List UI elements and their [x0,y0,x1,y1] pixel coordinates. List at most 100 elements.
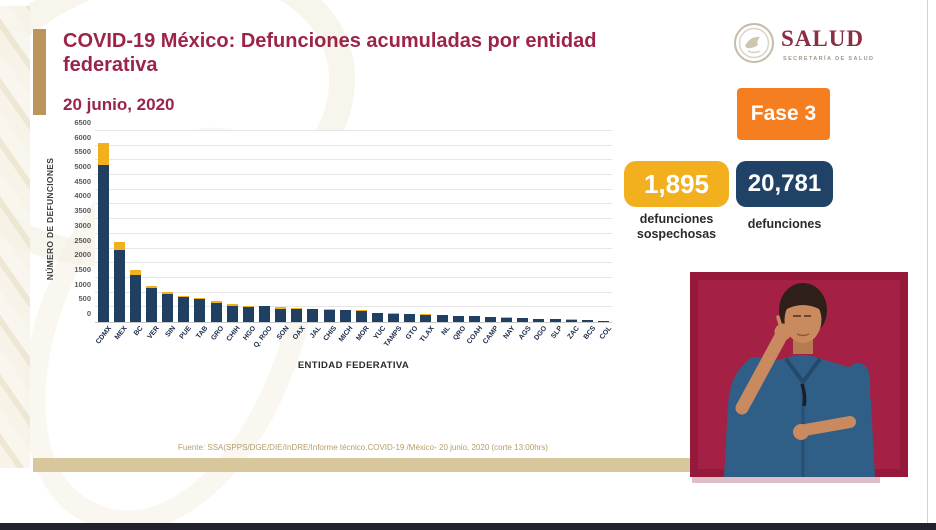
suspected-segment [242,305,254,307]
suspected-segment [113,242,125,250]
x-tick-label: CHIS [322,325,339,343]
bar-pue: PUE [176,131,193,341]
y-tick-label: 6000 [74,132,91,142]
y-tick-label: 3000 [74,220,91,230]
bar-coah: COAH [466,131,484,346]
confirmed-segment [420,314,432,322]
bar-yuc: YUC [370,131,387,341]
y-tick-label: 2000 [74,250,91,260]
confirmed-segment [565,319,577,322]
suspected-segment [210,301,222,303]
interpreter-face [784,297,822,343]
x-tick-label: JAL [308,325,323,340]
logo-wordmark: SALUD [781,26,864,51]
x-tick-label: NL [440,325,452,337]
bar-tab: TAB [192,131,210,340]
title-accent-bar [33,29,46,115]
gridline [95,218,612,220]
gridline [95,130,612,131]
report-date: 20 junio, 2020 [63,95,175,114]
x-tick-label: TAB [195,325,210,341]
suspected-segment [372,312,384,314]
x-tick-label: GRO [210,325,226,342]
y-tick-label: 1000 [74,279,91,289]
y-tick-label: 0 [86,309,91,318]
suspected-segment [275,306,287,310]
footer-gold-bar [33,458,693,472]
bar-tlax: TLAX [418,131,435,344]
bars-container: CDMX MEX BC VER SIN PUE TAB GRO CHIH HGO Q. ROO SON… [94,131,613,349]
confirmed-segment [549,319,561,322]
bar-chih: CHIH [224,131,242,343]
watermark-left-strip [0,6,30,468]
bar-gro: GRO [208,131,226,342]
confirmed-segment [598,320,609,322]
x-tick-label: GTO [404,325,420,342]
y-axis-title: NÚMERO DE DEFUNCIONES [45,157,55,281]
bar-gto: GTO [402,131,419,341]
logo-subtitle: SECRETARÍA DE SALUD [783,56,875,62]
page-title: COVID-19 México: Defunciones acumuladas … [63,30,597,76]
y-tick-label: 5000 [74,162,91,172]
x-tick-label: COAH [465,325,484,346]
bar-mor: MOR [353,131,371,342]
x-tick-label: OAX [291,325,307,342]
y-tick-label: 1500 [74,264,91,274]
confirmed-segment [113,249,125,322]
bar-hgo: HGO [240,131,258,342]
suspected-segment [162,292,174,294]
suspected-segment [178,296,190,298]
bar-jal: JAL [305,131,322,340]
confirmed-segment [291,308,303,322]
gridline [95,188,612,190]
confirmed-segment [468,316,480,322]
bar-bc: BC [127,131,145,337]
x-tick-label: PUE [178,325,194,341]
bottom-edge-bar [0,523,936,530]
x-tick-label: SIN [164,325,178,339]
y-tick-label: 500 [78,294,91,304]
confirmed-segment [339,310,351,322]
suspected-segment [291,307,303,309]
bar-chis: CHIS [321,131,339,342]
source-note: Fuente: SSA(SPPS/DGE/DIE/InDRE/Informe t… [178,443,548,452]
phase-badge: Fase 3 [737,88,830,140]
confirmed-segment [162,293,174,322]
confirmed-segment [388,314,400,322]
right-edge-divider [927,0,928,530]
suspected-segment [226,304,238,307]
suspected-segment [355,310,367,311]
confirmed-segment [355,310,367,322]
x-tick-label: MICH [338,325,355,344]
confirmed-segment [533,318,545,322]
suspected-segment [146,286,158,289]
bar-tamps: TAMPS [383,131,403,348]
confirmed-segment [372,313,384,322]
suspected-segment [404,313,416,315]
gridline [95,247,612,249]
bar-ver: VER [144,131,161,341]
suspected-segment [194,298,206,299]
confirmed-segment [501,317,513,322]
gridline [95,159,612,161]
confirmed-segment [178,297,190,322]
x-tick-label: MOR [355,325,371,343]
gridline [95,174,612,176]
confirmed-segment [485,316,497,322]
suspected-segment [339,309,351,311]
mexico-seal-icon [733,22,775,69]
video-shadow [692,477,880,483]
bar-camp: CAMP [482,131,500,346]
plot-area: 0 500 1000 1500 2000 2500 3000 3500 4000 4500 5000… [74,118,613,349]
x-tick-label: BCS [582,325,597,341]
bar-nl: NL [434,131,452,337]
x-tick-label: VER [146,325,162,341]
x-tick-label: COL [598,325,614,341]
x-tick-label: CDMX [94,325,113,346]
confirmed-segment [581,320,593,322]
suspected-segment [259,305,271,307]
gridline [95,232,612,234]
x-axis-title: ENTIDAD FEDERATIVA [297,360,410,371]
confirmed-segment [452,315,464,322]
gridline [95,306,612,308]
